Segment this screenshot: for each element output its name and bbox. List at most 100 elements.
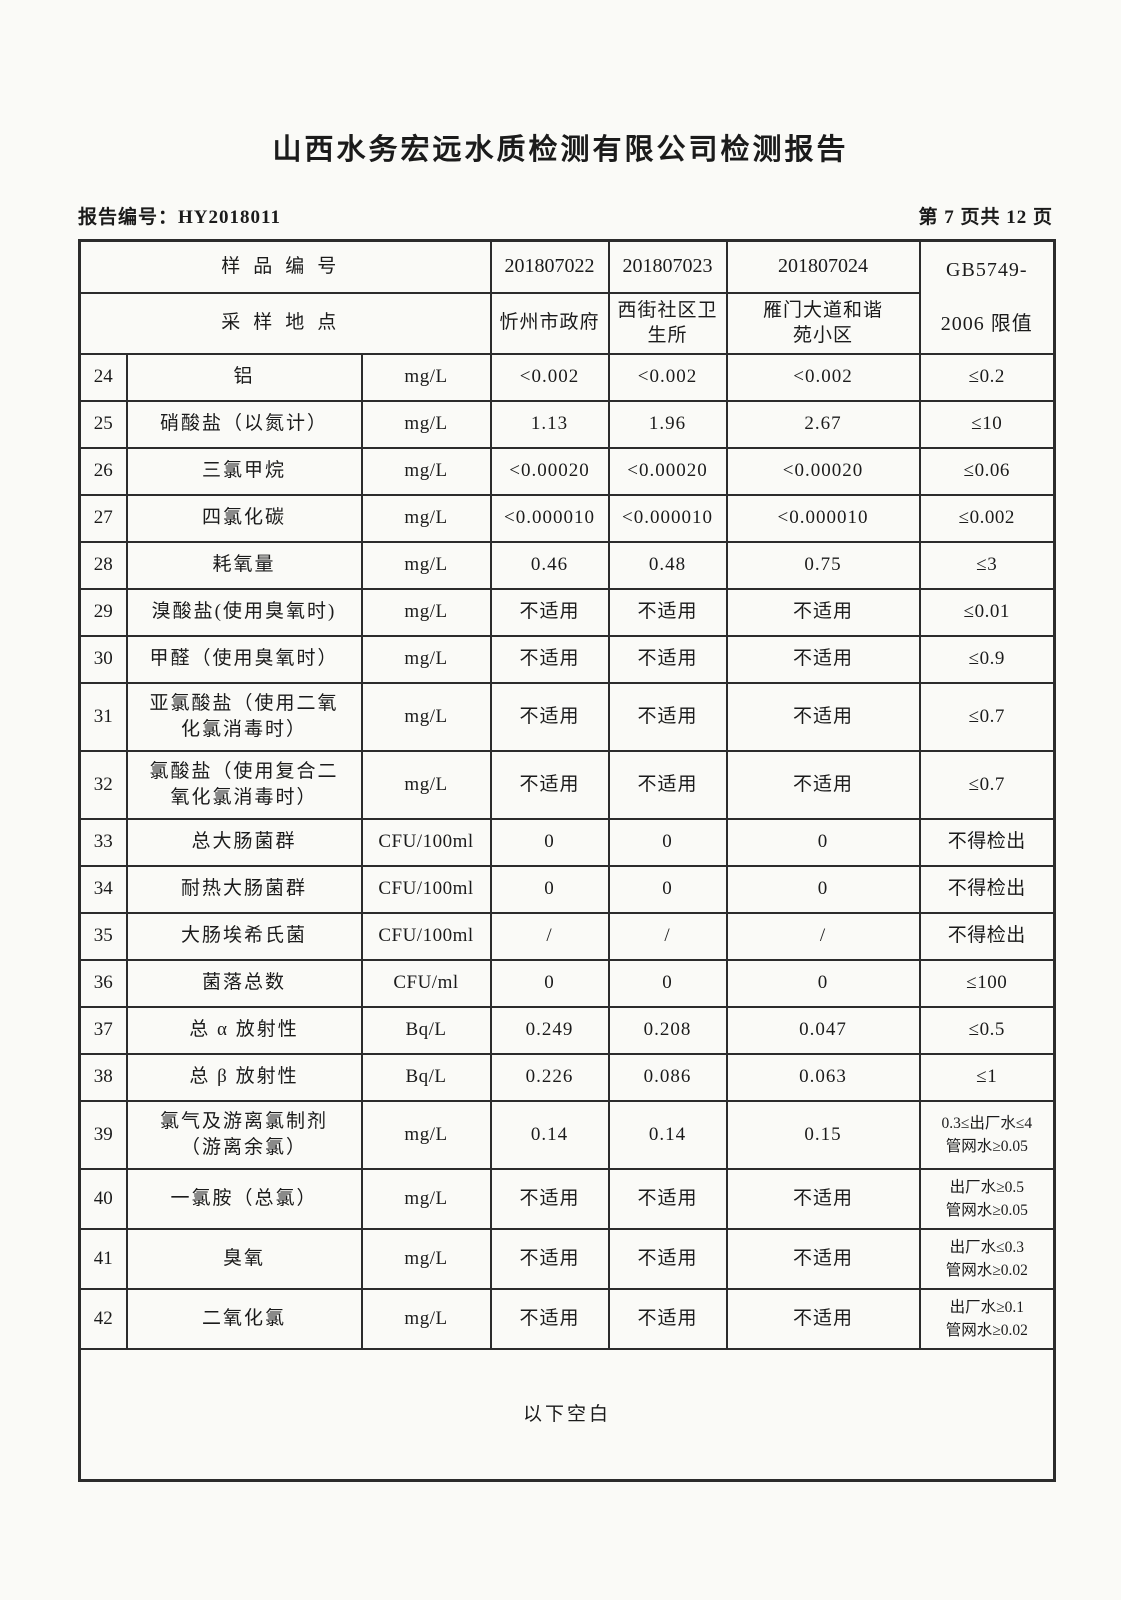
sample2-value-cell: <0.00020 [607,446,728,496]
limit-value-cell: 不得检出 [918,911,1056,961]
sample3-value-cell: 0.15 [725,1099,921,1170]
location-cell-2: 西街社区卫 生所 [607,291,728,355]
item-name-cell: 总 β 放射性 [125,1052,363,1102]
limit-value-cell: 不得检出 [918,817,1056,867]
limit-value-cell: ≤0.9 [918,634,1056,684]
sample3-value-cell: 不适用 [725,1227,921,1290]
table-row: 28 耗氧量 mg/L 0.46 0.48 0.75 ≤3 [78,540,1056,590]
results-body: 24 铝 mg/L <0.002 <0.002 <0.002 ≤0.2 25 硝… [78,352,1056,1350]
item-name-cell: 总 α 放射性 [125,1005,363,1055]
sample3-value-cell: 不适用 [725,1287,921,1350]
row-number-cell: 38 [78,1052,128,1102]
sample2-value-cell: 不适用 [607,634,728,684]
sample-id-label-cell: 样品编号 [78,239,492,294]
table-row: 31 亚氯酸盐（使用二氧 化氯消毒时） mg/L 不适用 不适用 不适用 ≤0.… [78,681,1056,752]
report-content: 报告编号：HY2018011 第 7 页共 12 页 样品编号 20180702… [78,202,1057,1483]
row-number-cell: 37 [78,1005,128,1055]
sample1-value-cell: 0.226 [489,1052,610,1102]
end-of-data-note: 以下空白 [78,1347,1056,1482]
sample2-value-cell: <0.000010 [607,493,728,543]
sample1-value-cell: 不适用 [489,1167,610,1230]
sample1-value-cell: 不适用 [489,749,610,820]
sample1-value-cell: <0.00020 [489,446,610,496]
item-name-cell: 硝酸盐（以氮计） [125,399,363,449]
page-indicator: 第 7 页共 12 页 [918,207,1053,228]
item-name-cell: 亚氯酸盐（使用二氧 化氯消毒时） [125,681,363,752]
row-number-cell: 30 [78,634,128,684]
sample2-value-cell: 不适用 [607,681,728,752]
sample1-value-cell: 不适用 [489,1227,610,1290]
row-number-cell: 28 [78,540,128,590]
item-name-cell: 氯酸盐（使用复合二 氧化氯消毒时） [125,749,363,820]
sample3-value-cell: <0.000010 [725,493,921,543]
report-number: 报告编号：HY2018011 [78,207,281,228]
row-number-cell: 33 [78,817,128,867]
unit-cell: mg/L [360,634,492,684]
limit-value-cell: ≤0.002 [918,493,1056,543]
table-row: 32 氯酸盐（使用复合二 氧化氯消毒时） mg/L 不适用 不适用 不适用 ≤0… [78,749,1056,820]
unit-cell: CFU/100ml [360,817,492,867]
unit-cell: mg/L [360,1287,492,1350]
table-row: 33 总大肠菌群 CFU/100ml 0 0 0 不得检出 [78,817,1056,867]
item-name-cell: 臭氧 [125,1227,363,1290]
standard-name: GB5749- [946,258,1028,281]
limit-value-cell: ≤0.2 [918,352,1056,402]
item-name-cell: 溴酸盐(使用臭氧时) [125,587,363,637]
item-name-cell: 总大肠菌群 [125,817,363,867]
limit-value-cell: ≤0.06 [918,446,1056,496]
row-number-cell: 34 [78,864,128,914]
header-row-sample-ids: 样品编号 201807022 201807023 201807024 GB574… [78,239,1056,355]
table-row: 41 臭氧 mg/L 不适用 不适用 不适用 出厂水≤0.3 管网水≥0.02 [78,1227,1056,1290]
sample1-value-cell: 不适用 [489,681,610,752]
limit-value-cell: ≤0.7 [918,681,1056,752]
unit-cell: mg/L [360,399,492,449]
row-number-cell: 39 [78,1099,128,1170]
table-row: 38 总 β 放射性 Bq/L 0.226 0.086 0.063 ≤1 [78,1052,1056,1102]
limit-value-cell: 出厂水≤0.3 管网水≥0.02 [918,1227,1056,1290]
page-title: 山西水务宏远水质检测有限公司检测报告 [272,134,849,166]
sample2-value-cell: 0.48 [607,540,728,590]
item-name-cell: 三氯甲烷 [125,446,363,496]
sample2-value-cell: <0.002 [607,352,728,402]
table-row: 40 一氯胺（总氯） mg/L 不适用 不适用 不适用 出厂水≥0.5 管网水≥… [78,1167,1056,1230]
unit-cell: mg/L [360,446,492,496]
sample3-value-cell: 0 [725,864,921,914]
item-name-cell: 耐热大肠菌群 [125,864,363,914]
sample3-value-cell: 不适用 [725,749,921,820]
table-row: 42 二氧化氯 mg/L 不适用 不适用 不适用 出厂水≥0.1 管网水≥0.0… [78,1287,1056,1350]
item-name-cell: 氯气及游离氯制剂 （游离余氯） [125,1099,363,1170]
unit-cell: mg/L [360,1167,492,1230]
location-label-cell: 采样地点 [78,291,492,355]
sample3-value-cell: 不适用 [725,1167,921,1230]
limit-value-cell: ≤3 [918,540,1056,590]
table-row: 36 菌落总数 CFU/ml 0 0 0 ≤100 [78,958,1056,1008]
sample-id-cell-1: 201807022 [489,239,610,294]
limit-value-cell: ≤0.01 [918,587,1056,637]
table-row: 30 甲醛（使用臭氧时） mg/L 不适用 不适用 不适用 ≤0.9 [78,634,1056,684]
table-row: 35 大肠埃希氏菌 CFU/100ml / / / 不得检出 [78,911,1056,961]
sample-id-cell-2: 201807023 [607,239,728,294]
sample1-value-cell: 不适用 [489,587,610,637]
limit-value-cell: ≤1 [918,1052,1056,1102]
item-name-cell: 四氯化碳 [125,493,363,543]
sample3-value-cell: <0.002 [725,352,921,402]
sample3-value-cell: 2.67 [725,399,921,449]
sample3-value-cell: 0 [725,817,921,867]
item-name-cell: 二氧化氯 [125,1287,363,1350]
row-number-cell: 32 [78,749,128,820]
sample3-value-cell: 0 [725,958,921,1008]
limit-value-cell: ≤100 [918,958,1056,1008]
sample3-value-cell: <0.00020 [725,446,921,496]
sample2-value-cell: 1.96 [607,399,728,449]
table-row: 27 四氯化碳 mg/L <0.000010 <0.000010 <0.0000… [78,493,1056,543]
sample2-value-cell: 0 [607,958,728,1008]
report-meta: 报告编号：HY2018011 第 7 页共 12 页 [78,202,1053,229]
sample1-value-cell: 1.13 [489,399,610,449]
sample2-value-cell: / [607,911,728,961]
sample3-value-cell: 不适用 [725,681,921,752]
standard-limit-label: 2006 限值 [940,312,1033,335]
sample1-value-cell: <0.000010 [489,493,610,543]
limit-value-cell: 出厂水≥0.1 管网水≥0.02 [918,1287,1056,1350]
unit-cell: CFU/ml [360,958,492,1008]
end-note-row: 以下空白 [78,1347,1056,1482]
